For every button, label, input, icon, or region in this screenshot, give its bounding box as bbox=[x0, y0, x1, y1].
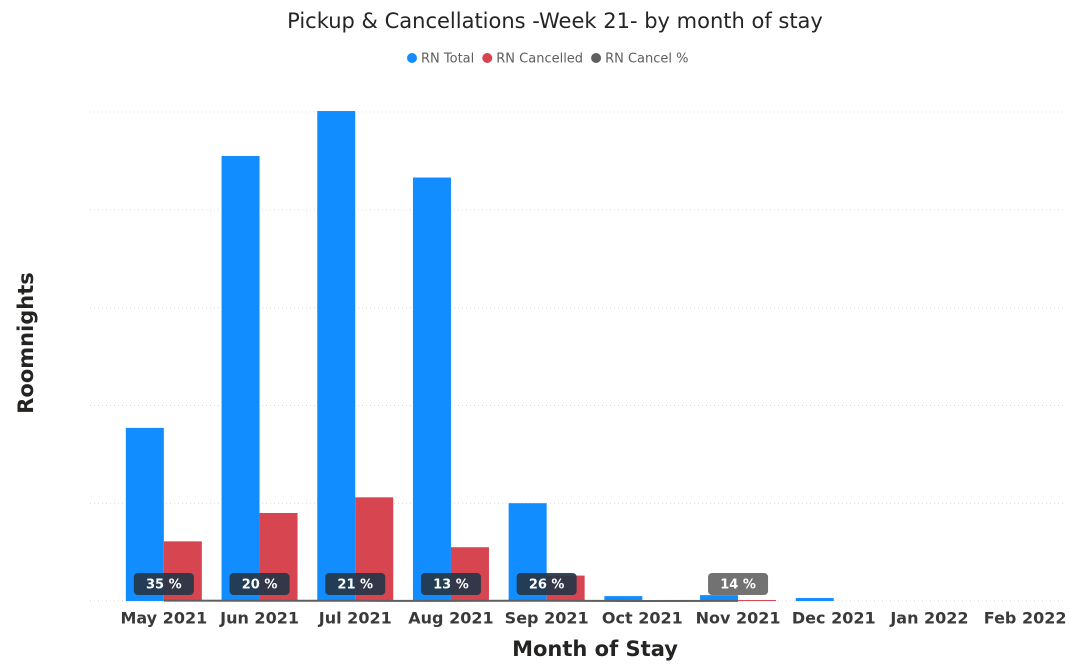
bar bbox=[795, 598, 834, 601]
data-label-box bbox=[229, 573, 290, 595]
legend-swatch bbox=[407, 53, 417, 63]
bar bbox=[604, 596, 643, 601]
data-label: 14 % bbox=[720, 578, 756, 593]
bar bbox=[700, 595, 739, 601]
x-tick-label: Feb 2022 bbox=[984, 609, 1067, 628]
data-label: 26 % bbox=[529, 578, 565, 593]
x-tick-label: Nov 2021 bbox=[696, 609, 781, 628]
data-label-box bbox=[325, 573, 386, 595]
x-tick-label: Sep 2021 bbox=[505, 609, 589, 628]
data-label-box bbox=[708, 573, 769, 595]
x-tick-label: Jan 2022 bbox=[889, 609, 968, 628]
chart-title: Pickup & Cancellations -Week 21- by mont… bbox=[287, 9, 823, 33]
legend-swatch bbox=[482, 53, 493, 63]
data-label-box bbox=[133, 573, 194, 595]
data-label-box bbox=[516, 573, 577, 595]
y-axis-title: Roomnights bbox=[14, 272, 38, 414]
x-tick-label: Dec 2021 bbox=[792, 609, 876, 628]
bar bbox=[738, 600, 777, 601]
data-label: 21 % bbox=[337, 578, 373, 593]
x-tick-label: Aug 2021 bbox=[408, 609, 493, 628]
legend-label: RN Cancel % bbox=[605, 52, 688, 67]
bar bbox=[125, 427, 164, 601]
bar bbox=[221, 156, 260, 601]
x-tick-label: May 2021 bbox=[120, 609, 207, 628]
legend: RN Total RN Cancelled RN Cancel % bbox=[407, 52, 688, 67]
x-tick-label: Jul 2021 bbox=[318, 609, 392, 628]
legend-label: RN Cancelled bbox=[496, 52, 583, 67]
data-label: 35 % bbox=[146, 578, 182, 593]
bar bbox=[412, 177, 451, 601]
bar bbox=[317, 111, 356, 601]
data-label-box bbox=[420, 573, 481, 595]
legend-label: RN Total bbox=[421, 52, 474, 67]
x-tick-label: Jun 2021 bbox=[219, 609, 299, 628]
legend-swatch bbox=[591, 53, 602, 63]
x-axis-title: Month of Stay bbox=[512, 637, 678, 661]
data-label: 13 % bbox=[433, 578, 469, 593]
data-label: 20 % bbox=[242, 578, 278, 593]
x-tick-label: Oct 2021 bbox=[602, 609, 683, 628]
